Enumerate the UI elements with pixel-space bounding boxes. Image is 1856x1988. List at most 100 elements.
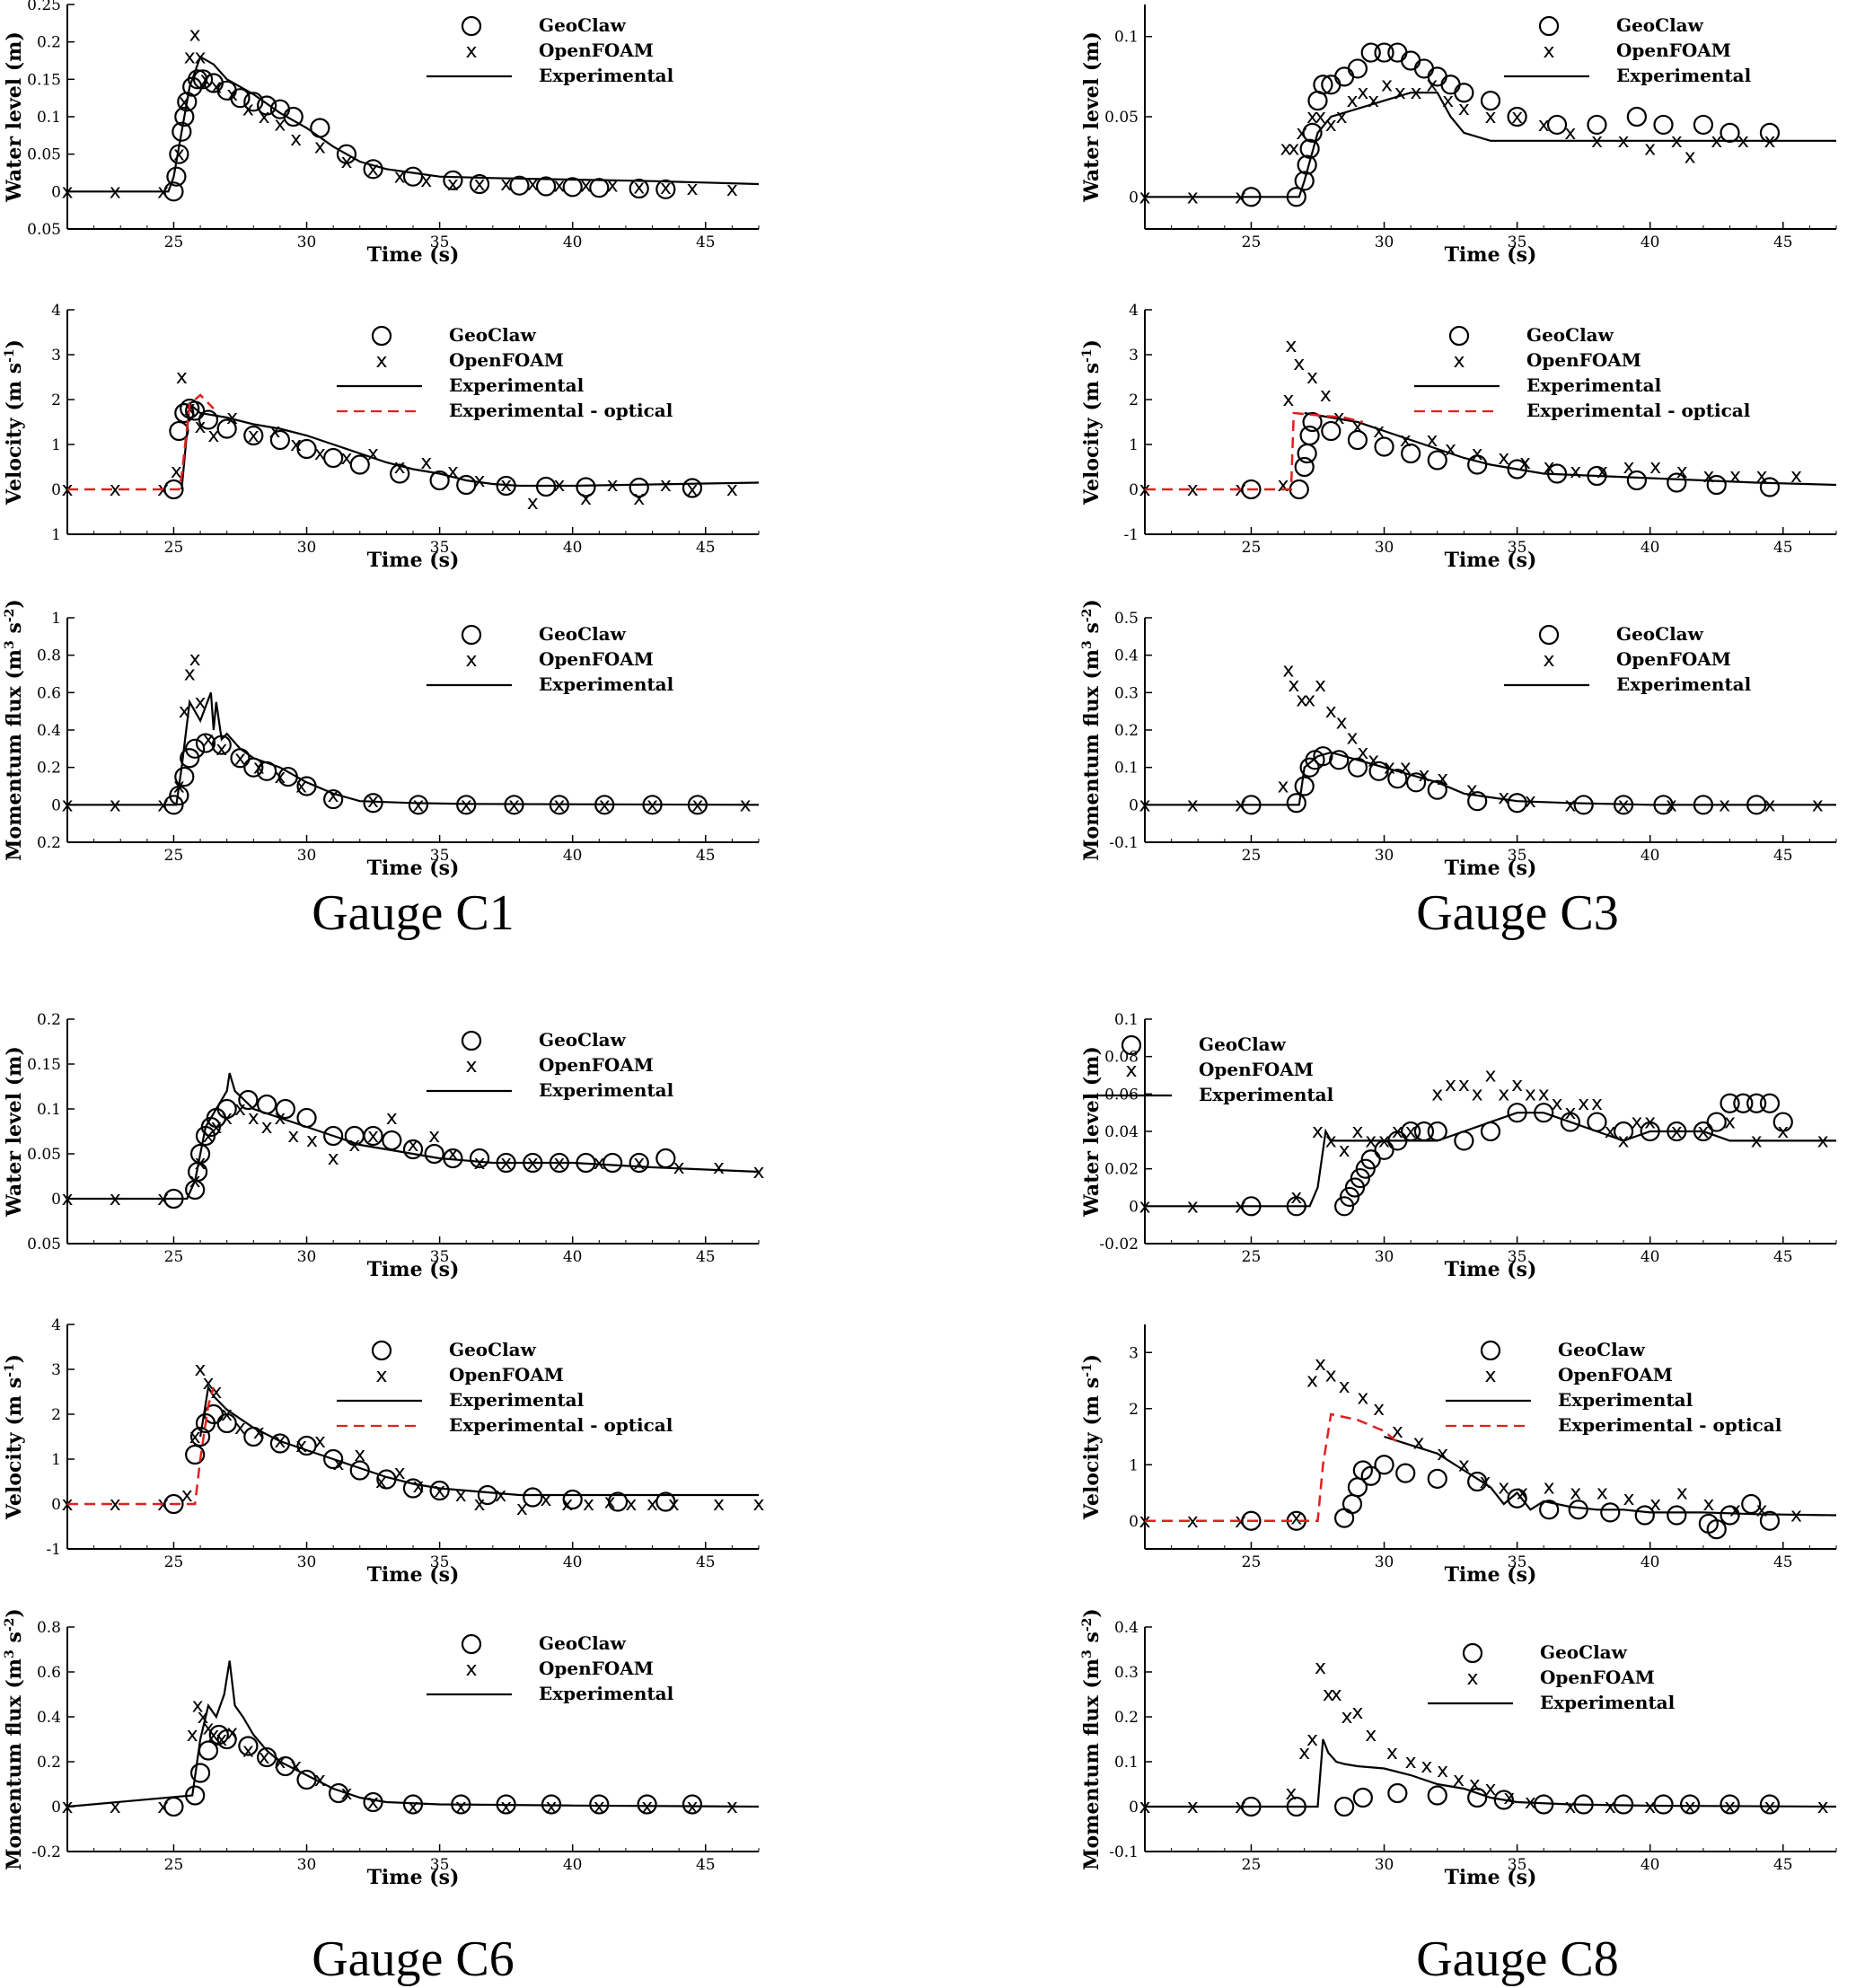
point-geoclaw xyxy=(1347,58,1368,79)
legend-marker-circle xyxy=(1538,624,1560,646)
legend-label: Experimental xyxy=(1199,1084,1334,1105)
y-axis-title: Momentum flux (m3 s-2) xyxy=(3,599,26,861)
point-openfoam: x xyxy=(1421,1755,1432,1778)
x-tick-label: 30 xyxy=(297,539,317,557)
point-geoclaw xyxy=(1302,122,1323,143)
point-openfoam: x xyxy=(553,175,565,198)
point-openfoam: x xyxy=(1564,1796,1576,1818)
legend-item-geoclaw: GeoClaw xyxy=(371,1339,537,1361)
point-openfoam: x xyxy=(61,1796,73,1818)
point-openfoam: x xyxy=(110,479,121,501)
y-tick-label: 0 xyxy=(1129,481,1139,499)
legend-label: OpenFOAM xyxy=(539,648,654,670)
panel-gauge-c1-water-level-m: 25 30 35 40 45 Time (s) 0 0.05 0.1 0.15 0.2 0.25 0.0… xyxy=(3,0,760,267)
legend-label: Experimental xyxy=(539,65,674,86)
x-tick-label: 30 xyxy=(1375,1856,1394,1874)
x-tick-label: 35 xyxy=(1508,539,1527,557)
point-geoclaw xyxy=(629,477,649,498)
point-openfoam: x xyxy=(407,1796,418,1818)
series-geoclaw xyxy=(163,69,676,202)
legend-label: Experimental - optical xyxy=(449,400,673,421)
y-tick-label: 0.25 xyxy=(27,0,61,14)
point-openfoam: x xyxy=(1552,1093,1563,1115)
legend-item-experimental: Experimental xyxy=(337,374,585,396)
point-openfoam: x xyxy=(1649,456,1661,479)
series-experimental xyxy=(67,1072,760,1201)
line-experimental xyxy=(67,55,760,193)
point-openfoam: x xyxy=(1729,465,1741,488)
point-openfoam: x xyxy=(553,794,565,816)
point-openfoam: x xyxy=(508,794,520,816)
point-openfoam: x xyxy=(1644,1112,1656,1134)
point-openfoam: x xyxy=(1458,98,1470,120)
x-tick-label: 45 xyxy=(696,1248,716,1266)
y-tick-label: 0.1 xyxy=(37,1101,61,1119)
y-tick-label: 0.3 xyxy=(1114,1664,1139,1682)
series-experimental-optical xyxy=(1145,1412,1399,1523)
point-openfoam: x xyxy=(1357,82,1368,104)
legend-marker-circle xyxy=(461,1633,482,1655)
point-geoclaw xyxy=(390,463,410,484)
point-openfoam: x xyxy=(1418,764,1429,787)
point-openfoam: x xyxy=(195,1359,207,1381)
legend-item-geoclaw: GeoClaw xyxy=(1121,1034,1287,1056)
legend-label: OpenFOAM xyxy=(1616,40,1731,61)
point-openfoam: x xyxy=(195,691,207,714)
legend-item-optical: Experimental - optical xyxy=(1414,400,1751,421)
point-openfoam: x xyxy=(207,425,219,447)
y-tick-label: 0 xyxy=(51,183,61,201)
point-openfoam: x xyxy=(394,456,406,479)
legend-item-openfoam: x OpenFOAM xyxy=(1125,1059,1313,1082)
point-geoclaw xyxy=(1720,122,1740,143)
legend-item-experimental: Experimental xyxy=(427,1683,674,1704)
legend-label: GeoClaw xyxy=(1616,623,1704,645)
legend-item-geoclaw: GeoClaw xyxy=(1448,324,1614,347)
y-tick-label: 0.2 xyxy=(37,760,61,778)
x-tick-label: 40 xyxy=(1640,1856,1660,1874)
point-geoclaw xyxy=(185,1444,206,1465)
legend-item-experimental: Experimental xyxy=(427,673,674,695)
point-openfoam: x xyxy=(1684,146,1696,169)
legend-item-geoclaw: GeoClaw xyxy=(1480,1339,1646,1361)
legend-marker-x: x xyxy=(375,1365,387,1387)
point-geoclaw xyxy=(1339,1186,1360,1208)
point-geoclaw xyxy=(402,1139,424,1160)
y-tick-label: 3 xyxy=(51,347,61,365)
point-geoclaw xyxy=(257,95,277,116)
legend: GeoClaw x OpenFOAM Experimental Experimental… xyxy=(337,1339,673,1436)
point-openfoam: x xyxy=(407,1134,418,1157)
y-tick-label: -1 xyxy=(46,1541,61,1559)
point-geoclaw xyxy=(1334,1508,1355,1528)
legend-marker-circle xyxy=(1121,1034,1142,1056)
point-geoclaw xyxy=(1329,750,1350,770)
legend-label: Experimental xyxy=(539,1683,674,1704)
y-tick-label: 0.2 xyxy=(1114,722,1139,740)
point-openfoam: x xyxy=(1373,1398,1385,1421)
point-geoclaw xyxy=(1401,443,1421,464)
y-axis-title: Velocity (m s-1) xyxy=(3,339,26,506)
point-openfoam: x xyxy=(1578,1093,1589,1115)
point-openfoam: x xyxy=(1605,1796,1616,1818)
point-geoclaw xyxy=(1667,1505,1687,1526)
point-openfoam: x xyxy=(216,1729,227,1751)
legend-marker-x: x xyxy=(1466,1667,1478,1690)
y-tick-label: 4 xyxy=(51,1316,61,1334)
point-openfoam: x xyxy=(633,176,645,198)
point-openfoam: x xyxy=(604,1491,616,1514)
point-openfoam: x xyxy=(561,1493,573,1516)
point-openfoam: x xyxy=(545,1796,557,1818)
point-geoclaw xyxy=(682,478,703,498)
x-tick-label: 40 xyxy=(563,539,583,557)
legend-marker-x: x xyxy=(465,649,477,672)
point-openfoam: x xyxy=(686,479,698,501)
x-axis-title: Time (s) xyxy=(367,1563,460,1587)
point-openfoam: x xyxy=(268,420,280,443)
point-openfoam: x xyxy=(420,170,432,192)
point-openfoam: x xyxy=(202,728,214,751)
y-tick-label: 0.6 xyxy=(37,684,61,702)
point-openfoam: x xyxy=(713,1493,725,1516)
point-openfoam: x xyxy=(253,757,265,779)
point-openfoam: x xyxy=(660,474,672,497)
point-geoclaw xyxy=(230,88,251,109)
